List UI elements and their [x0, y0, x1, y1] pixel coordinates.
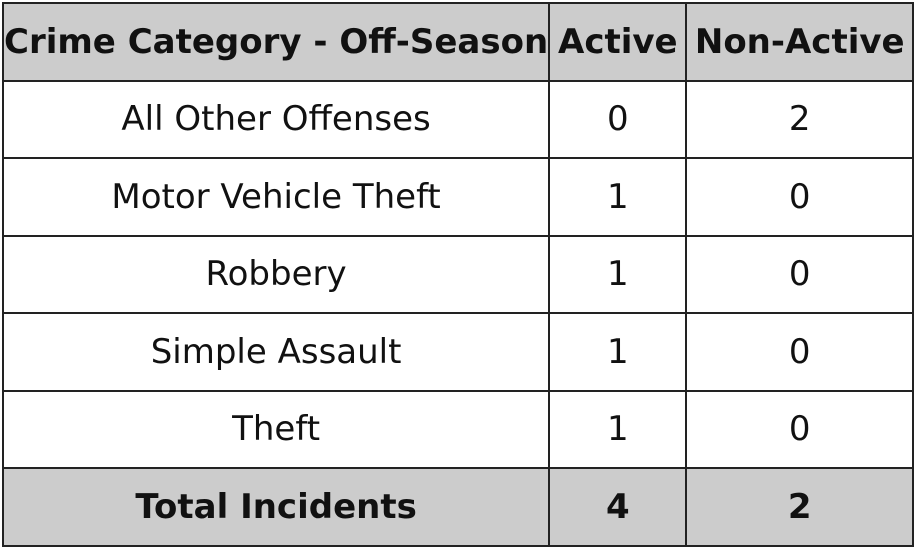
- cell-category: Robbery: [1, 234, 551, 314]
- table-row: Robbery 1 0: [1, 234, 914, 314]
- total-label: Total Incidents: [1, 467, 551, 547]
- cell-active: 1: [548, 157, 688, 237]
- table-row: Simple Assault 1 0: [1, 312, 914, 392]
- total-non-active: 2: [685, 467, 914, 547]
- total-row: Total Incidents 4 2: [1, 467, 914, 547]
- cell-active: 1: [548, 312, 688, 392]
- total-active: 4: [548, 467, 688, 547]
- cell-category: All Other Offenses: [1, 79, 551, 159]
- cell-active: 1: [548, 389, 688, 469]
- header-category: Crime Category - Off-Season: [1, 2, 551, 82]
- cell-active: 0: [548, 79, 688, 159]
- table-row: Motor Vehicle Theft 1 0: [1, 157, 914, 237]
- table-row: All Other Offenses 0 2: [1, 79, 914, 159]
- header-non-active: Non-Active: [685, 2, 914, 82]
- cell-active: 1: [548, 234, 688, 314]
- header-row: Crime Category - Off-Season Active Non-A…: [1, 2, 914, 82]
- cell-non-active: 0: [685, 389, 914, 469]
- table-row: Theft 1 0: [1, 389, 914, 469]
- cell-category: Simple Assault: [1, 312, 551, 392]
- cell-non-active: 2: [685, 79, 914, 159]
- cell-non-active: 0: [685, 312, 914, 392]
- cell-non-active: 0: [685, 157, 914, 237]
- cell-non-active: 0: [685, 234, 914, 314]
- cell-category: Motor Vehicle Theft: [1, 157, 551, 237]
- cell-category: Theft: [1, 389, 551, 469]
- header-active: Active: [548, 2, 688, 82]
